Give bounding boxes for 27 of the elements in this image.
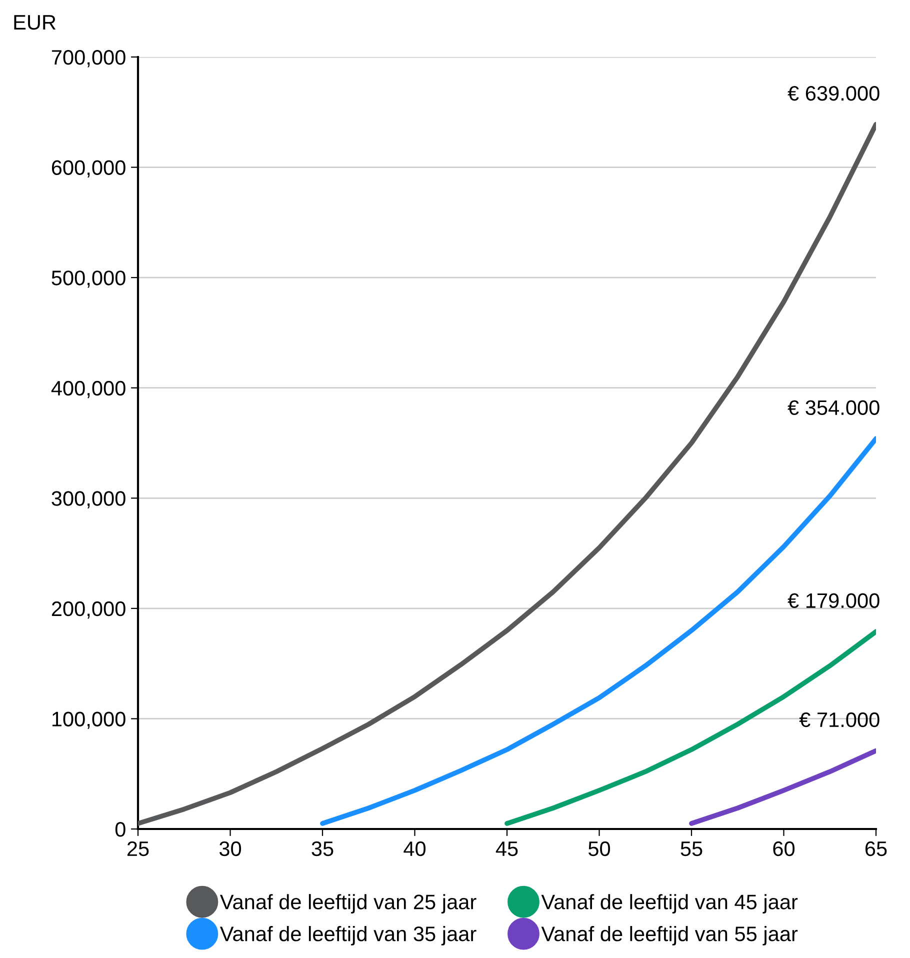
y-tick-label: 200,000 — [52, 601, 126, 619]
y-tick-label: 100,000 — [52, 712, 126, 729]
y-tick-label: 0 — [115, 822, 126, 837]
x-tick-label: 40 — [404, 841, 426, 856]
legend-label: Vanaf de leeftijd van 55 jaar — [541, 926, 798, 946]
x-tick-label: 65 — [865, 841, 887, 856]
annotation: € 354.000 — [788, 400, 880, 416]
x-tick-label: 60 — [773, 841, 795, 856]
x-tick-label: 35 — [312, 841, 334, 856]
y-axis-title: EUR — [14, 15, 56, 30]
x-tick-label: 30 — [219, 841, 242, 856]
x-tick-label: 55 — [680, 842, 702, 856]
x-tick-label: 25 — [127, 841, 149, 856]
line-series — [689, 748, 876, 826]
y-tick-label: 300,000 — [52, 491, 126, 508]
x-tick-label: 45 — [496, 842, 518, 856]
y-tick-label: 400,000 — [51, 380, 126, 398]
y-tick-label: 600,000 — [52, 160, 126, 178]
annotation: € 71.000 — [799, 712, 880, 728]
annotation: € 179.000 — [788, 593, 880, 608]
x-tick-label: 50 — [588, 841, 610, 856]
annotation: € 639.000 — [788, 86, 880, 101]
legend-label: Vanaf de leeftijd van 25 jaar — [220, 894, 476, 914]
legend-label: Vanaf de leeftijd van 45 jaar — [541, 894, 798, 914]
y-tick-label: 500,000 — [52, 270, 126, 288]
legend-label: Vanaf de leeftijd van 35 jaar — [220, 926, 476, 946]
y-tick-label: 700,000 — [52, 50, 126, 68]
